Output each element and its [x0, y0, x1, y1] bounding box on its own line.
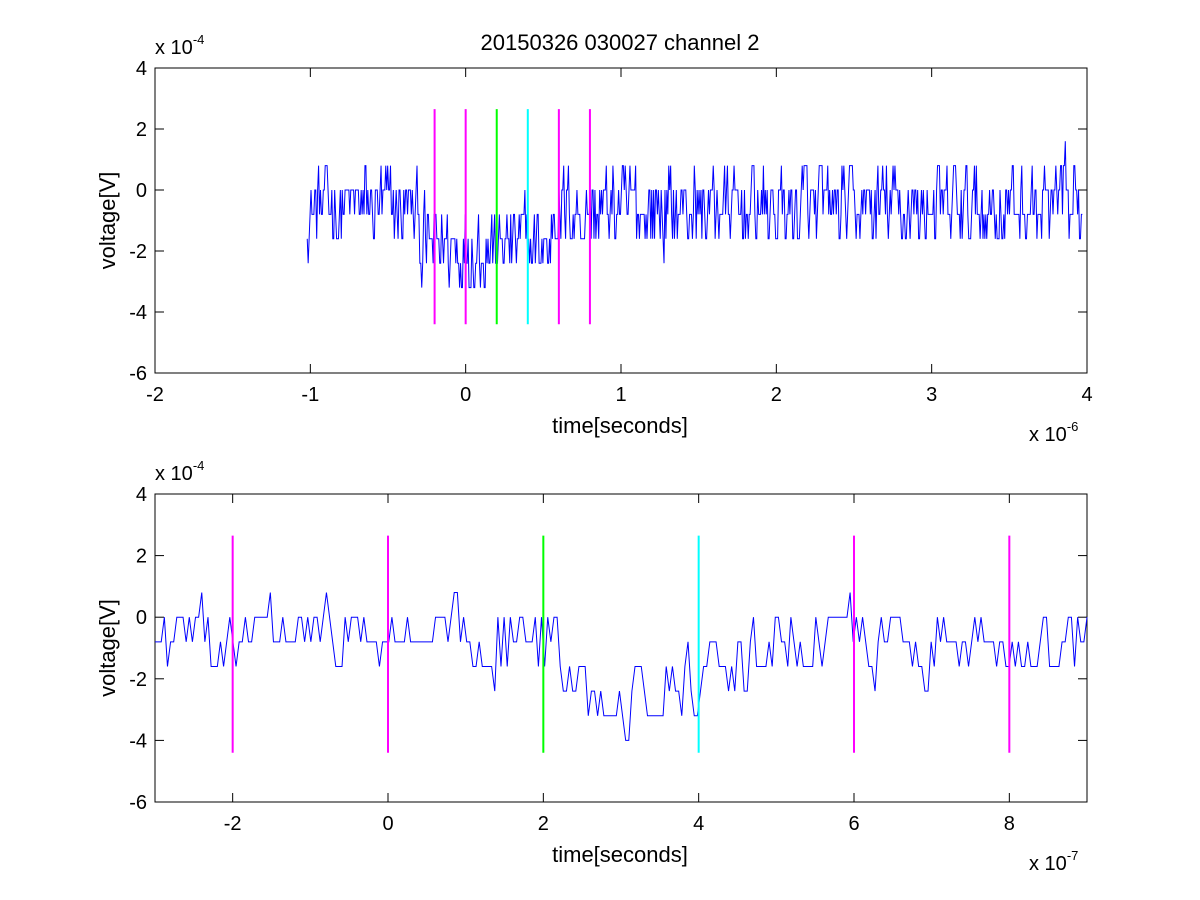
x-tick-label: 0 — [382, 813, 393, 835]
y-exponent-base: x 10 — [155, 463, 193, 485]
x-exponent-power: -6 — [1067, 419, 1079, 434]
x-tick-label: 4 — [1081, 384, 1092, 406]
top-plot-panel: -2 -1 0 1 2 3 4-6-4-2024time[seconds]voltage[V… — [95, 32, 1093, 446]
x-tick-label: 4 — [693, 813, 704, 835]
y-tick-label: -4 — [129, 730, 147, 752]
x-exponent-base: x 10 — [1029, 853, 1067, 875]
x-tick-label: 1 — [615, 384, 626, 406]
plot-frame — [154, 493, 1088, 803]
y-tick-label: -2 — [129, 241, 147, 263]
figure-title: 20150326 030027 channel 2 — [481, 30, 760, 55]
y-tick-label: 2 — [136, 119, 147, 141]
y-tick-label: 2 — [136, 546, 147, 568]
y-tick-label: 4 — [136, 484, 147, 506]
x-tick-label: -1 — [301, 384, 319, 406]
x-axis-label: time[seconds] — [552, 842, 688, 867]
y-tick-label: 0 — [136, 180, 147, 202]
y-tick-label: -6 — [129, 363, 147, 385]
y-tick-label: 4 — [136, 58, 147, 80]
signal-series-line — [155, 592, 1088, 741]
y-tick-label: -2 — [129, 669, 147, 691]
y-exponent-power: -4 — [193, 458, 205, 473]
x-tick-label: 6 — [848, 813, 859, 835]
x-tick-label: 2 — [538, 813, 549, 835]
y-exponent-label: x 10-4 — [155, 32, 204, 59]
y-exponent-power: -4 — [193, 32, 205, 47]
x-tick-label: -2 — [146, 384, 164, 406]
y-axis-label: voltage[V] — [95, 172, 120, 270]
x-exponent-base: x 10 — [1029, 424, 1067, 446]
y-exponent-label: x 10-4 — [155, 458, 204, 485]
bottom-plot-panel: -2 0 2 4 6 8-6-4-2024time[seconds]voltage[V]x… — [95, 458, 1088, 875]
x-exponent-label: x 10-6 — [1029, 419, 1078, 446]
y-exponent-base: x 10 — [155, 37, 193, 59]
y-tick-label: -4 — [129, 302, 147, 324]
x-tick-label: 8 — [1004, 813, 1015, 835]
y-axis-label: voltage[V] — [95, 599, 120, 697]
x-tick-label: -2 — [224, 813, 242, 835]
y-tick-label: -6 — [129, 792, 147, 814]
signal-series-line — [306, 141, 1083, 289]
x-exponent-label: x 10-7 — [1029, 848, 1078, 875]
plot-frame — [154, 67, 1088, 374]
x-tick-label: 2 — [771, 384, 782, 406]
x-axis-label: time[seconds] — [552, 413, 688, 438]
y-tick-label: 0 — [136, 607, 147, 629]
x-exponent-power: -7 — [1067, 848, 1079, 863]
x-tick-label: 3 — [926, 384, 937, 406]
x-tick-label: 0 — [460, 384, 471, 406]
